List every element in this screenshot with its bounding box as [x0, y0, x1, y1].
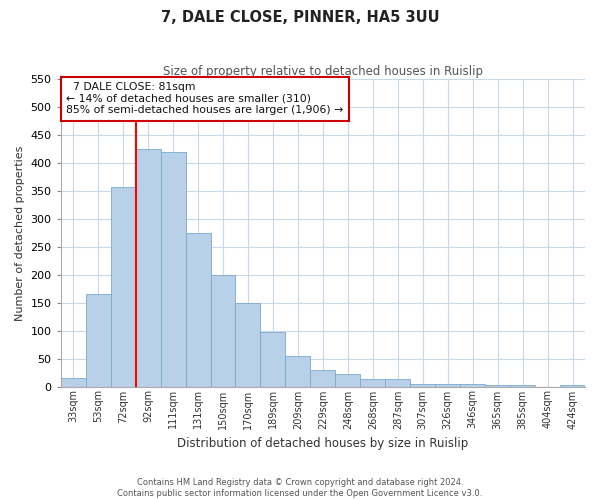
- Bar: [410, 384, 435, 386]
- Bar: [61, 378, 86, 386]
- X-axis label: Distribution of detached houses by size in Ruislip: Distribution of detached houses by size …: [177, 437, 469, 450]
- Bar: [110, 187, 136, 386]
- Bar: [235, 302, 260, 386]
- Title: Size of property relative to detached houses in Ruislip: Size of property relative to detached ho…: [163, 65, 483, 78]
- Text: 7, DALE CLOSE, PINNER, HA5 3UU: 7, DALE CLOSE, PINNER, HA5 3UU: [161, 10, 439, 25]
- Bar: [185, 233, 211, 386]
- Bar: [260, 332, 286, 386]
- Y-axis label: Number of detached properties: Number of detached properties: [15, 145, 25, 320]
- Bar: [560, 385, 585, 386]
- Bar: [161, 152, 185, 386]
- Bar: [361, 379, 385, 386]
- Bar: [211, 275, 235, 386]
- Bar: [435, 384, 460, 386]
- Bar: [136, 149, 161, 386]
- Text: 7 DALE CLOSE: 81sqm
← 14% of detached houses are smaller (310)
85% of semi-detac: 7 DALE CLOSE: 81sqm ← 14% of detached ho…: [66, 82, 343, 116]
- Bar: [460, 384, 485, 386]
- Bar: [335, 374, 361, 386]
- Bar: [485, 385, 510, 386]
- Bar: [310, 370, 335, 386]
- Bar: [385, 378, 410, 386]
- Text: Contains HM Land Registry data © Crown copyright and database right 2024.
Contai: Contains HM Land Registry data © Crown c…: [118, 478, 482, 498]
- Bar: [286, 356, 310, 386]
- Bar: [86, 294, 110, 386]
